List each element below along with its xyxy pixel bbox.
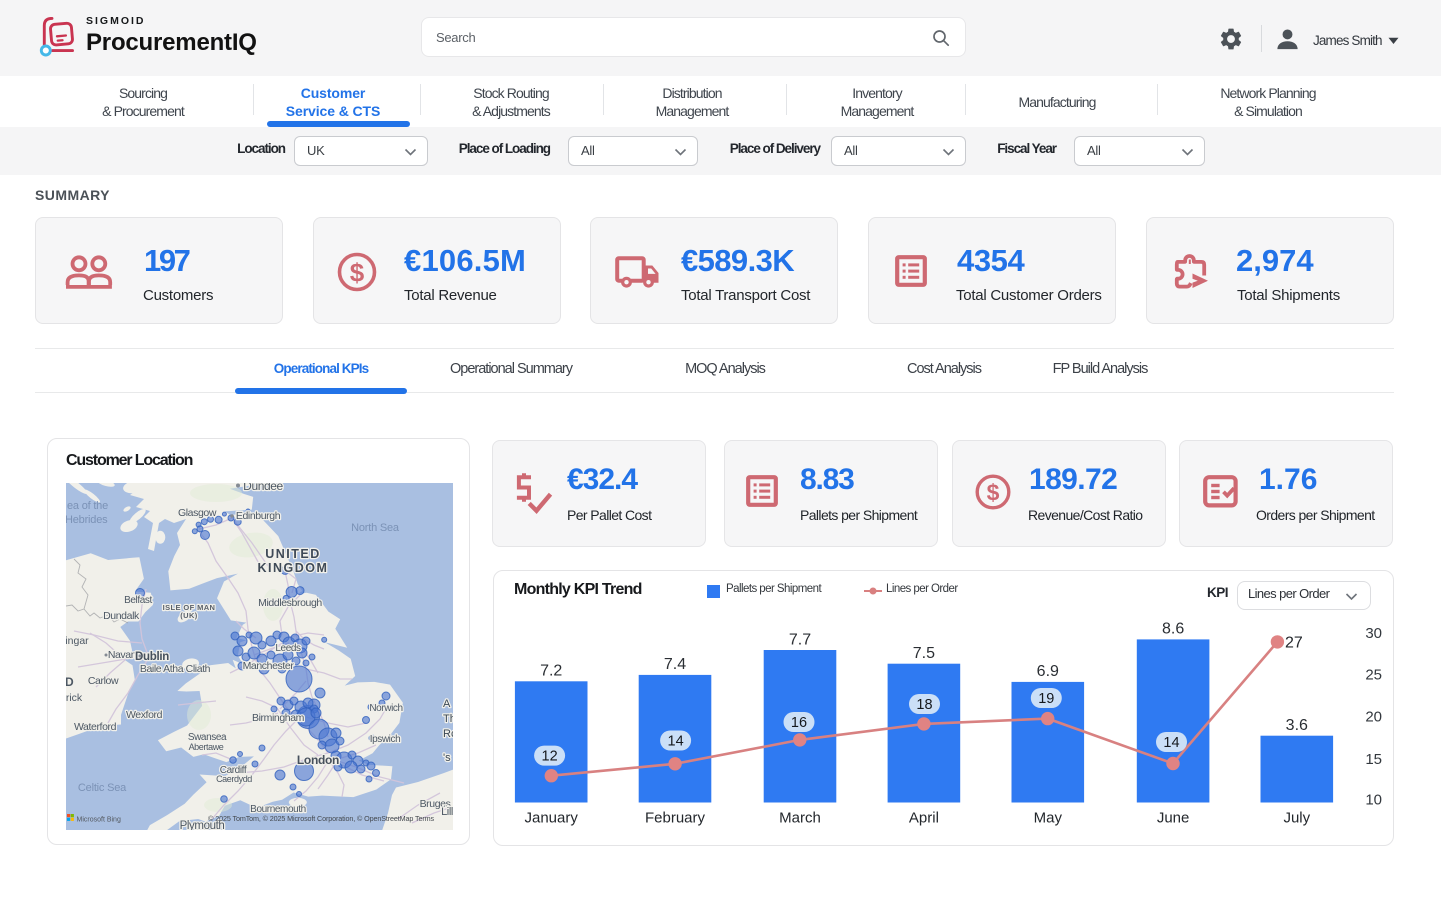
svg-text:Navan: Navan: [108, 649, 137, 661]
svg-text:$: $: [987, 480, 1000, 506]
svg-text:Swansea: Swansea: [188, 732, 227, 743]
svg-text:Th: Th: [443, 713, 453, 725]
svg-text:© 2025 TomTom, © 2025 Microsof: © 2025 TomTom, © 2025 Microsoft Corporat…: [208, 814, 434, 823]
svg-text:Carlow: Carlow: [88, 675, 119, 687]
svg-text:Bournemouth: Bournemouth: [250, 804, 306, 815]
svg-text:15: 15: [1365, 751, 1382, 768]
svg-text:D: D: [66, 675, 74, 689]
svg-text:Edinburgh: Edinburgh: [236, 510, 281, 522]
svg-text:Bruges: Bruges: [420, 798, 451, 810]
svg-text:April: April: [909, 810, 939, 827]
svg-text:Leeds: Leeds: [275, 643, 301, 654]
svg-text:February: February: [645, 810, 706, 827]
svg-text:Rc: Rc: [443, 728, 453, 740]
svg-text:May: May: [1034, 810, 1063, 827]
svg-text:KINGDOM: KINGDOM: [258, 561, 329, 575]
svg-text:Wexford: Wexford: [126, 709, 163, 721]
svg-text:30: 30: [1365, 625, 1382, 642]
svg-text:ISLE OF MAN: ISLE OF MAN: [163, 603, 216, 612]
svg-text:7.5: 7.5: [913, 645, 935, 662]
svg-text:7.4: 7.4: [664, 656, 686, 673]
svg-text:June: June: [1157, 810, 1190, 827]
svg-text:Birmingham: Birmingham: [252, 712, 305, 724]
svg-text:16: 16: [791, 715, 807, 731]
svg-text:Hebrides: Hebrides: [66, 514, 108, 526]
svg-text:July: July: [1283, 810, 1310, 827]
svg-text:20: 20: [1365, 708, 1382, 725]
svg-text:8.6: 8.6: [1162, 621, 1184, 638]
svg-text:25: 25: [1365, 667, 1382, 684]
svg-text:Dundee: Dundee: [243, 483, 283, 493]
svg-text:10: 10: [1365, 791, 1382, 808]
svg-text:Belfast: Belfast: [124, 595, 152, 606]
svg-text:12: 12: [542, 749, 558, 765]
svg-text:March: March: [779, 810, 821, 827]
svg-text:erick: erick: [66, 692, 83, 704]
svg-text:Abertawe: Abertawe: [189, 742, 224, 752]
svg-text:3.6: 3.6: [1286, 717, 1308, 734]
svg-text:Ipswich: Ipswich: [370, 734, 401, 745]
svg-text:Cardiff: Cardiff: [220, 765, 247, 776]
svg-text:Plymouth: Plymouth: [180, 820, 225, 830]
svg-text:UNITED: UNITED: [265, 547, 321, 561]
svg-text:'s: 's: [443, 752, 451, 764]
svg-text:ea of the: ea of the: [67, 500, 108, 512]
svg-text:14: 14: [1163, 735, 1179, 751]
svg-text:7.7: 7.7: [789, 632, 811, 649]
svg-text:Lill: Lill: [441, 806, 453, 818]
svg-text:Manchester: Manchester: [243, 660, 295, 672]
svg-text:Waterford: Waterford: [74, 721, 117, 733]
svg-text:27: 27: [1285, 635, 1303, 652]
svg-text:14: 14: [668, 734, 684, 750]
svg-text:Caerdydd: Caerdydd: [216, 774, 252, 784]
svg-text:Norwich: Norwich: [369, 703, 402, 714]
svg-text:Middlesbrough: Middlesbrough: [258, 597, 322, 609]
svg-text:$: $: [350, 258, 365, 288]
svg-text:January: January: [525, 810, 579, 827]
svg-text:Glasgow: Glasgow: [178, 507, 217, 519]
svg-text:Dundalk: Dundalk: [103, 610, 140, 622]
svg-text:Dublin: Dublin: [135, 651, 169, 663]
svg-text:6.9: 6.9: [1037, 663, 1059, 680]
svg-text:Celtic Sea: Celtic Sea: [78, 782, 127, 794]
svg-text:Microsoft Bing: Microsoft Bing: [77, 817, 121, 824]
svg-text:18: 18: [916, 697, 932, 713]
svg-text:North Sea: North Sea: [351, 522, 400, 534]
svg-text:Baile Atha Cliath: Baile Atha Cliath: [140, 663, 211, 675]
svg-text:7.2: 7.2: [540, 663, 562, 680]
svg-text:19: 19: [1038, 691, 1054, 707]
svg-text:London: London: [297, 753, 339, 767]
svg-text:(UK): (UK): [180, 611, 198, 620]
svg-text:A: A: [443, 698, 451, 710]
